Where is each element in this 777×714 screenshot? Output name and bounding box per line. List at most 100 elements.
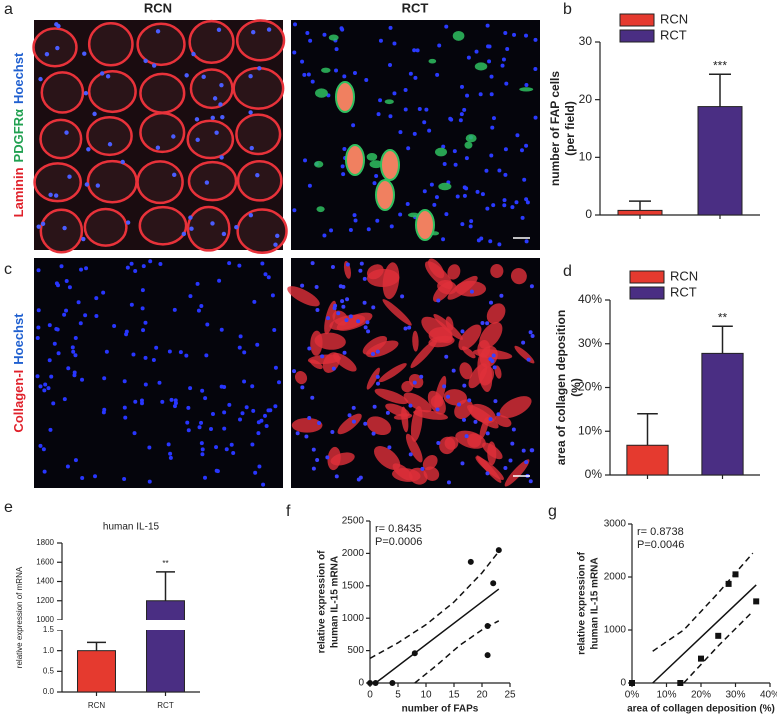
nucleus [334, 474, 339, 479]
legend-label: RCN [660, 11, 688, 26]
nucleus [102, 407, 107, 412]
nucleus [451, 368, 456, 373]
fiber-outline [86, 159, 138, 204]
collagen-signal [366, 416, 392, 436]
nucleus [143, 382, 148, 387]
fiber-outline [186, 119, 235, 160]
pdgfr-signal [452, 30, 465, 41]
nucleus [489, 74, 494, 79]
nucleus [305, 30, 310, 35]
significance: *** [713, 58, 727, 72]
nucleus [448, 116, 453, 121]
nucleus [521, 448, 526, 453]
bar [701, 352, 744, 476]
nucleus [252, 299, 257, 304]
nucleus [64, 308, 69, 313]
fiber-outline [139, 111, 186, 154]
nucleus [485, 471, 490, 476]
nucleus [488, 239, 493, 244]
nucleus [216, 27, 222, 32]
nucleus [342, 350, 347, 355]
nucleus [93, 474, 98, 479]
nucleus [307, 416, 312, 421]
nucleus [363, 325, 368, 330]
nucleus [273, 365, 278, 370]
y-tick-label: 1000 [342, 613, 365, 624]
nucleus [129, 261, 134, 266]
pdgfr-signal [328, 34, 339, 41]
fap-cluster [375, 179, 395, 211]
nucleus [78, 321, 83, 326]
nucleus [510, 441, 515, 446]
legend-label: RCN [670, 268, 698, 283]
nucleus [533, 37, 538, 42]
fiber-outline [40, 71, 85, 114]
nucleus [295, 431, 300, 436]
pdgfr-signal [465, 134, 477, 143]
nucleus [400, 294, 405, 299]
legend-swatch [619, 13, 655, 27]
nucleus [204, 353, 209, 358]
nucleus [188, 294, 193, 299]
nucleus [315, 457, 320, 462]
nucleus [446, 480, 451, 485]
panel-letter: e [4, 499, 13, 516]
nucleus [143, 320, 148, 325]
nucleus [242, 350, 247, 355]
nucleus [372, 404, 377, 409]
nucleus [462, 383, 467, 388]
x-tick-label: 10 [420, 690, 432, 701]
nucleus [444, 212, 449, 217]
y-tick-label: 0.0 [43, 687, 55, 696]
bar [617, 209, 663, 216]
nucleus [464, 434, 469, 439]
regression-line [375, 588, 500, 684]
nucleus [480, 321, 485, 326]
nucleus [465, 93, 470, 98]
nucleus [417, 106, 422, 111]
collagen-signal [366, 367, 380, 390]
nucleus [475, 189, 480, 194]
nucleus [392, 41, 397, 46]
nucleus [310, 395, 315, 400]
nucleus [264, 424, 269, 429]
nucleus [229, 442, 234, 447]
collagen-signal [477, 340, 491, 358]
y-axis-label: (%) [569, 378, 583, 397]
y-tick-label: 0 [585, 207, 592, 221]
nucleus [208, 427, 213, 432]
nucleus [266, 275, 271, 280]
nucleus [476, 238, 481, 243]
nucleus [469, 219, 474, 224]
legend-swatch [629, 286, 665, 300]
collagen-signal [409, 467, 428, 485]
nucleus [460, 222, 465, 227]
nucleus [351, 405, 356, 410]
collagen-signal [401, 406, 409, 433]
nucleus [201, 74, 206, 80]
nucleus [515, 133, 520, 138]
nucleus [62, 225, 67, 231]
nucleus [167, 349, 172, 354]
fiber-outline [138, 205, 188, 246]
collagen-signal [499, 396, 532, 419]
x-tick-label: 10% [656, 690, 676, 701]
nucleus [47, 323, 52, 328]
nucleus [485, 431, 490, 436]
pdgfr-signal [366, 152, 378, 161]
nucleus [263, 413, 268, 418]
nucleus [151, 357, 156, 362]
y-axis-label: human IL-15 mRNA [590, 557, 601, 649]
collagen-signal [430, 395, 444, 408]
nucleus [497, 168, 502, 173]
nucleus [491, 116, 496, 121]
nucleus [524, 197, 529, 202]
nucleus [248, 213, 254, 218]
collagen-signal [330, 452, 355, 466]
nucleus [460, 329, 465, 334]
nucleus [502, 203, 507, 208]
nucleus [529, 448, 534, 453]
fiber-outline [187, 160, 238, 202]
y-tick-label: 0% [585, 467, 603, 481]
data-point [495, 547, 502, 554]
